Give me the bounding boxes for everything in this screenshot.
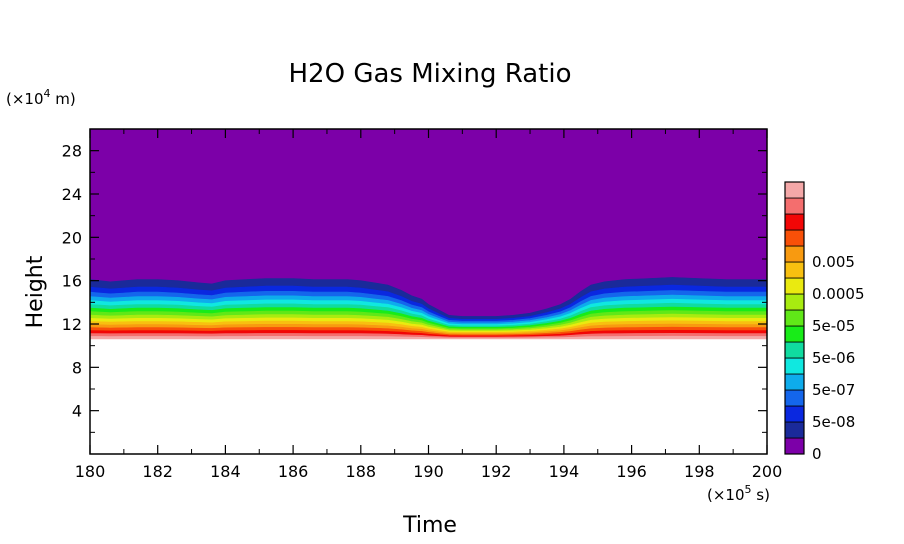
x-tick-label: 196 [616, 462, 647, 481]
x-tick-label: 180 [75, 462, 106, 481]
colorbar-label: 0.0005 [812, 285, 865, 303]
colorbar-swatch [784, 405, 805, 423]
y-unit-exponent: 4 [44, 87, 51, 100]
colorbar-swatch [784, 389, 805, 407]
x-tick-label: 198 [684, 462, 715, 481]
y-unit-suffix: m) [51, 90, 76, 108]
y-tick-label: 4 [72, 402, 82, 421]
x-unit-label: (×105 s) [707, 483, 770, 504]
colorbar-swatch [784, 197, 805, 215]
colorbar-swatch [784, 181, 805, 199]
y-tick-label: 28 [62, 142, 82, 161]
x-tick-label: 188 [346, 462, 377, 481]
y-axis-label: Height [23, 255, 48, 328]
colorbar-swatch [784, 341, 805, 359]
x-tick-label: 200 [752, 462, 783, 481]
colorbar-label: 5e-07 [812, 381, 855, 399]
y-tick-label: 8 [72, 358, 82, 377]
below-range-region [90, 339, 767, 454]
x-axis-ticks: 180 182 184 186 188 190 192 194 196 198 200 [75, 129, 783, 481]
x-axis-label: Time [402, 513, 457, 538]
colorbar-swatch [784, 437, 805, 455]
colorbar-label: 0 [812, 445, 822, 463]
colorbar-label: 5e-05 [812, 317, 855, 335]
x-tick-label: 194 [549, 462, 580, 481]
colorbar-swatch [784, 373, 805, 391]
colorbar-swatch [784, 357, 805, 375]
colorbar-label: 0.005 [812, 253, 855, 271]
x-unit-prefix: (×10 [707, 486, 745, 504]
y-unit-label: (×104 m) [6, 87, 76, 108]
colorbar-swatch [784, 261, 805, 279]
y-tick-label: 24 [62, 185, 82, 204]
x-tick-label: 184 [210, 462, 241, 481]
colorbar-swatch [784, 325, 805, 343]
colorbar-swatch [784, 293, 805, 311]
colorbar-swatch [784, 213, 805, 231]
y-tick-label: 20 [62, 228, 82, 247]
plot-area [89, 128, 768, 455]
colorbar-swatch [784, 421, 805, 439]
y-tick-label: 16 [62, 272, 82, 291]
x-unit-exponent: 5 [745, 483, 752, 496]
y-tick-label: 12 [62, 315, 82, 334]
chart-title: H2O Gas Mixing Ratio [289, 59, 572, 89]
x-tick-label: 186 [278, 462, 309, 481]
colorbar-swatch [784, 245, 805, 263]
colorbar-swatch [784, 229, 805, 247]
colorbar-swatch [784, 309, 805, 327]
colorbar: 0 5e-08 5e-07 5e-06 5e-05 0.0005 0.005 [784, 181, 865, 463]
y-unit-prefix: (×10 [6, 90, 44, 108]
colorbar-swatch [784, 277, 805, 295]
y-axis-ticks: 4 8 12 16 20 24 28 [62, 142, 767, 433]
colorbar-label: 5e-08 [812, 413, 855, 431]
x-unit-suffix: s) [752, 486, 770, 504]
colorbar-frame [784, 181, 805, 455]
x-tick-label: 192 [481, 462, 512, 481]
x-tick-label: 190 [413, 462, 444, 481]
colorbar-label: 5e-06 [812, 349, 855, 367]
x-tick-label: 182 [142, 462, 173, 481]
